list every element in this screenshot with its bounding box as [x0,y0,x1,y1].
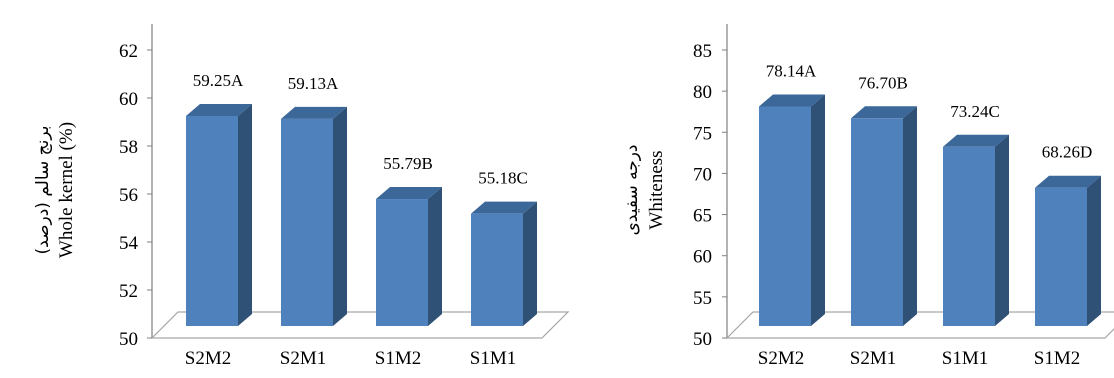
bar-side-face [333,106,347,326]
y-tick-label: 50 [119,329,138,350]
bar-front-face [471,213,523,326]
x-tick-label: S1M1 [942,348,988,369]
bar-front-face [186,116,238,326]
bar [186,104,252,326]
y-axis-label-english: Whole kernel (%) [56,122,77,258]
y-tick-label: 58 [119,137,138,158]
x-tick-label: S1M1 [470,348,516,369]
floor-plane [725,311,1114,339]
bar-top-face [186,104,252,116]
bar [851,106,917,326]
bar-side-face [811,94,825,326]
y-tick-label: 55 [693,288,712,309]
bar [471,201,537,326]
x-tick-label: S2M1 [850,348,896,369]
bar [1035,175,1101,326]
data-label: 78.14A [766,61,817,80]
bar-front-face [759,106,811,326]
bar-side-face [523,201,537,326]
y-tick-label: 50 [693,329,712,350]
y-tick-label: 52 [119,281,138,302]
y-tick-label: 60 [693,247,712,268]
bar-top-face [851,106,917,119]
data-label: 76.70B [858,73,908,92]
data-label: 59.25A [193,71,244,90]
y-tick-label: 56 [119,185,138,206]
y-tick-label: 75 [693,123,712,144]
bar-side-face [995,134,1009,326]
bar-top-face [376,187,442,200]
bar-side-face [238,104,252,326]
y-tick-label: 70 [693,164,712,185]
bar [759,94,825,326]
y-axis-label-persian: برنج سالم (درصد) [33,126,53,255]
bar-top-face [943,134,1009,147]
data-label: 59.13A [288,74,339,93]
y-tick-label: 60 [119,89,138,110]
bar [943,134,1009,326]
bar-front-face [851,118,903,326]
y-tick-label: 65 [693,206,712,227]
y-axis-label-english: Whiteness [646,150,667,229]
y-tick-label: 85 [693,41,712,62]
bar-top-face [759,94,825,107]
bar-front-face [281,118,333,326]
y-tick-label: 62 [119,41,138,62]
floor-plane [150,311,570,339]
chart-whiteness: 50 55 60 65 70 75 80 85 درجه سفیدی Whiteness 78.14… [622,24,1114,369]
y-tick-label: 54 [119,233,139,254]
x-tick-label: S2M2 [758,348,804,369]
bar-top-face [471,201,537,214]
bar [376,187,442,326]
data-label: 73.24C [950,102,1000,121]
bar-top-face [1035,175,1101,188]
chart-whole-kernel: 50 52 54 56 58 60 62 برنج سالم (درصد) Whole kern… [33,24,570,369]
data-label: 55.79B [383,154,433,173]
x-tick-label: S1M2 [375,348,421,369]
x-tick-label: S2M2 [185,348,231,369]
y-axis-label-persian: درجه سفیدی [622,144,642,235]
x-tick-label: S1M2 [1034,348,1080,369]
bar-side-face [1087,175,1101,326]
bar [281,106,347,326]
bar-top-face [281,106,347,119]
data-label: 55.18C [478,169,528,188]
x-tick-label: S2M1 [280,348,326,369]
bar-front-face [943,146,995,326]
y-tick-label: 80 [693,82,712,103]
bar-front-face [1035,187,1087,326]
bar-side-face [428,187,442,326]
data-label: 68.26D [1042,143,1093,162]
bar-side-face [903,106,917,326]
bar-front-face [376,199,428,326]
